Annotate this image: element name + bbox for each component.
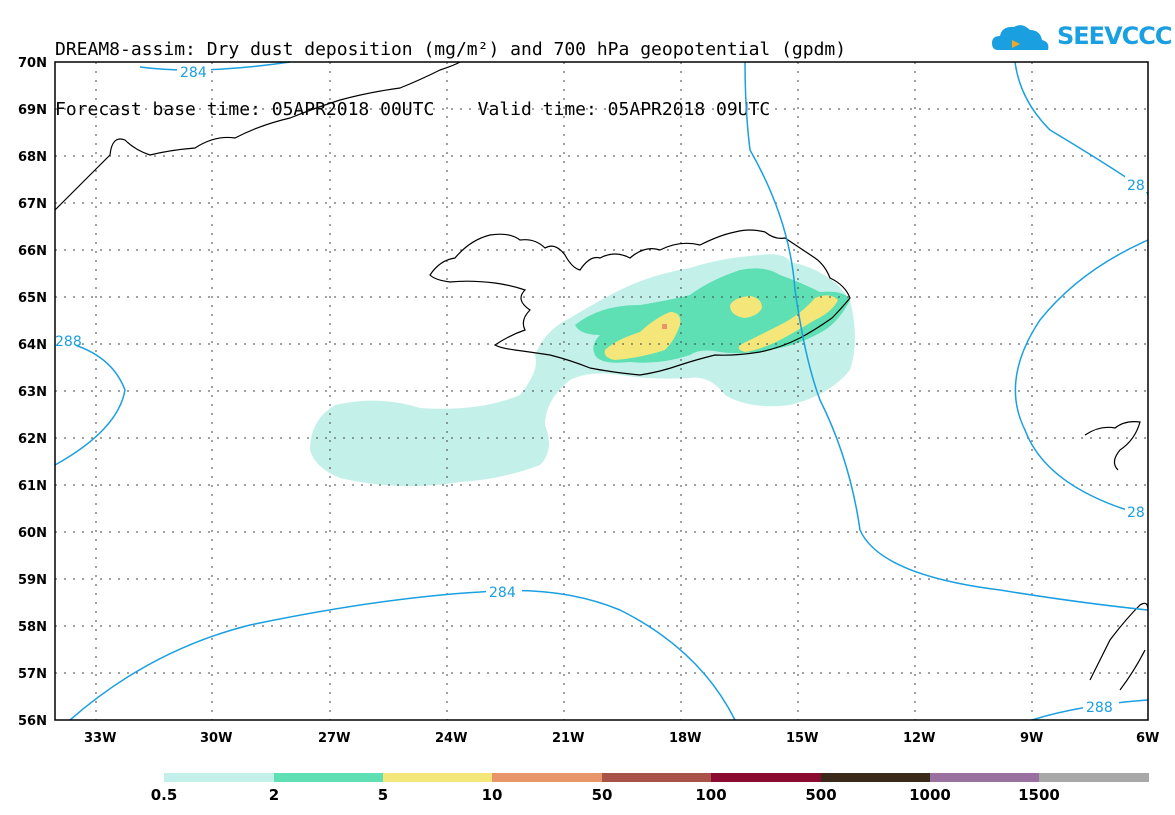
map-frame <box>54 61 1149 721</box>
scotland-coast <box>1089 602 1149 691</box>
longitude-labels: 33W 30W 27W 24W 21W 18W 15W 12W 9W 6W <box>84 731 1159 746</box>
colorbar-segment <box>383 773 492 782</box>
contour-label: 288 <box>55 334 82 350</box>
latitude-labels: 70N 69N 68N 67N 66N 65N 64N 63N 62N 61N … <box>18 56 47 729</box>
iceland-coast <box>429 229 851 376</box>
lon-label: 18W <box>669 731 701 746</box>
dust-fill-layer <box>310 254 855 487</box>
lat-label: 67N <box>18 197 47 212</box>
lat-label: 61N <box>18 479 47 494</box>
lat-label: 56N <box>18 714 47 729</box>
colorbar-label: 5 <box>377 786 389 804</box>
lat-label: 62N <box>18 432 47 447</box>
lon-label: 24W <box>435 731 467 746</box>
colorbar-label: 500 <box>805 786 837 804</box>
lat-label: 58N <box>18 620 47 635</box>
lat-label: 70N <box>18 56 47 71</box>
colorbar-segment <box>711 773 821 782</box>
colorbar-segment <box>164 773 274 782</box>
lat-label: 60N <box>18 526 47 541</box>
colorbar-label: 1500 <box>1018 786 1060 804</box>
colorbar-segment <box>492 773 602 782</box>
lon-label: 27W <box>318 731 350 746</box>
colorbar-segment <box>821 773 930 782</box>
dust-area-high-1 <box>604 312 681 360</box>
lat-label: 68N <box>18 150 47 165</box>
colorbar-label: 1000 <box>909 786 951 804</box>
lon-label: 6W <box>1136 731 1159 746</box>
colorbar-segment <box>274 773 383 782</box>
lon-label: 21W <box>552 731 584 746</box>
lat-label: 64N <box>18 338 47 353</box>
contour-labels: 284 288 284 288 28 28 <box>52 63 1149 716</box>
lon-label: 15W <box>786 731 818 746</box>
contour-label: 284 <box>489 585 516 601</box>
chart-title: DREAM8-assim: Dry dust deposition (mg/m²… <box>55 0 846 140</box>
cloud-logo-icon <box>992 25 1049 50</box>
contour-label: 28 <box>1127 505 1145 521</box>
lon-label: 33W <box>84 731 116 746</box>
colorbar-segment <box>1039 773 1149 782</box>
greenland-coast <box>54 61 461 211</box>
title-line-2: Forecast base time: 05APR2018 00UTC Vali… <box>55 99 771 120</box>
dust-area-high-3 <box>738 295 838 352</box>
logo-text: SEEVCCC <box>1057 22 1172 50</box>
colorbar-label: 2 <box>268 786 280 804</box>
faroe-islands <box>1084 421 1141 471</box>
lon-label: 9W <box>1020 731 1043 746</box>
colorbar <box>164 773 1149 782</box>
colorbar-label: 10 <box>481 786 503 804</box>
lat-label: 57N <box>18 667 47 682</box>
colorbar-label: 0.5 <box>150 786 178 804</box>
coastlines <box>54 61 1149 691</box>
contour-label: 288 <box>1086 700 1113 716</box>
lon-label: 30W <box>200 731 232 746</box>
lat-label: 69N <box>18 103 47 118</box>
graticule <box>55 62 1148 720</box>
contour-label: 28 <box>1127 178 1145 194</box>
title-line-1: DREAM8-assim: Dry dust deposition (mg/m²… <box>55 39 847 60</box>
lat-label: 65N <box>18 291 47 306</box>
lon-label: 12W <box>903 731 935 746</box>
lat-label: 63N <box>18 385 47 400</box>
dust-area-high-2 <box>730 296 762 318</box>
lat-label: 59N <box>18 573 47 588</box>
contour-label: 284 <box>180 65 207 81</box>
dust-area-max <box>662 324 667 329</box>
colorbar-segment <box>602 773 711 782</box>
colorbar-label: 100 <box>695 786 727 804</box>
lat-label: 66N <box>18 244 47 259</box>
colorbar-segment <box>930 773 1039 782</box>
colorbar-label: 50 <box>591 786 613 804</box>
